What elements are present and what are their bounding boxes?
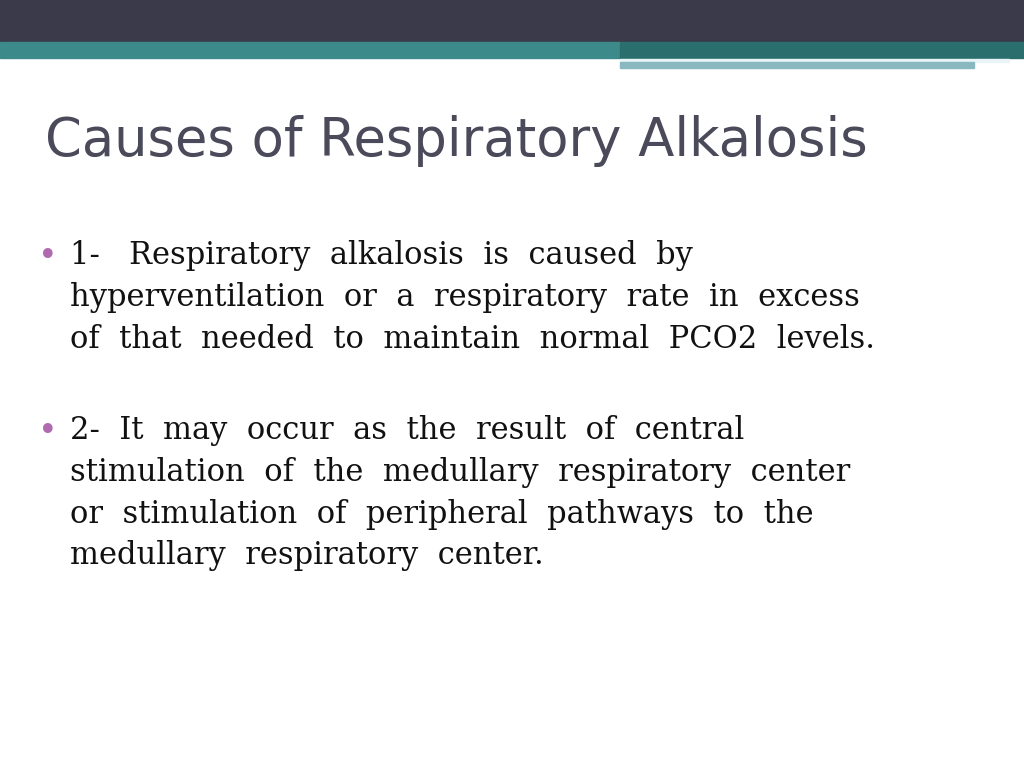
Bar [0, 42, 620, 58]
Text: 2-  It  may  occur  as  the  result  of  central
stimulation  of  the  medullary: 2- It may occur as the result of central… [70, 415, 850, 571]
Bar [0, 0, 1024, 42]
Bar [620, 59, 1009, 62]
Bar [620, 42, 1024, 58]
Text: 1-   Respiratory  alkalosis  is  caused  by
hyperventilation  or  a  respiratory: 1- Respiratory alkalosis is caused by hy… [70, 240, 874, 355]
Bar [620, 62, 974, 68]
Text: Causes of Respiratory Alkalosis: Causes of Respiratory Alkalosis [45, 115, 867, 167]
Text: •: • [38, 240, 57, 273]
Text: •: • [38, 415, 57, 448]
